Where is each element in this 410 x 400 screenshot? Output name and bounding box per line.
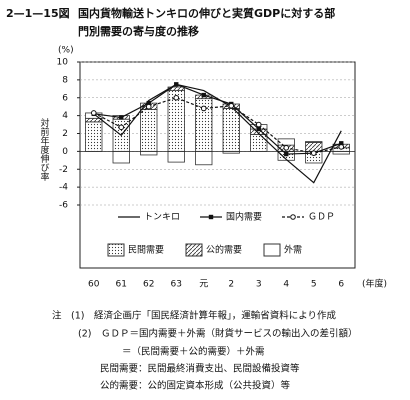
chart-title: 国内貨物輸送トンキロの伸びと実質GDPに対する部 <box>78 6 335 20</box>
x-tick-label: 61 <box>116 280 127 290</box>
legend-label: ＧＤＰ <box>308 213 335 223</box>
marker <box>145 103 152 110</box>
bar-segment <box>140 108 158 152</box>
legend-swatch <box>208 214 214 220</box>
bar-segment <box>112 150 130 164</box>
bar-segment <box>277 138 295 146</box>
note: 注 (1) 経済企画庁「国民経済計算年報」，運輸省資料により作成 <box>52 310 337 322</box>
series-line <box>93 83 342 155</box>
x-tick-label: 3 <box>256 280 262 290</box>
bar-segment <box>305 141 323 143</box>
x-tick-label: 63 <box>171 280 182 290</box>
series-line <box>93 97 342 154</box>
bar-segment <box>250 133 268 152</box>
chart-title: 門別需要の寄与度の推移 <box>78 24 199 38</box>
x-tick-label: 4 <box>283 280 289 290</box>
marker <box>146 100 151 106</box>
bar-segment <box>167 150 185 163</box>
legend-swatch <box>263 243 281 257</box>
y-tick-label: 6 <box>62 93 68 103</box>
marker <box>256 126 261 132</box>
y-tick-label: 0 <box>62 147 68 157</box>
x-tick-label: 6 <box>338 280 344 290</box>
marker <box>119 115 124 120</box>
marker <box>118 124 125 131</box>
legend-swatch <box>290 214 296 220</box>
bar-segment <box>222 108 240 152</box>
y-tick-label: -4 <box>59 183 68 193</box>
legend-swatch <box>185 243 203 257</box>
legend-label: 外需 <box>284 244 302 256</box>
marker <box>284 151 289 157</box>
marker <box>201 92 206 98</box>
marker <box>283 145 290 151</box>
bar-segment <box>85 121 103 152</box>
y-tick-label: 2 <box>62 129 68 139</box>
marker <box>173 94 180 101</box>
bar-segment <box>332 150 350 155</box>
marker <box>228 102 235 109</box>
x-unit: (年度) <box>362 278 387 290</box>
note: (2) ＧＤＰ＝国内需要＋外需（財貨サービスの輸出入の差引額） <box>78 328 357 340</box>
x-tick-label: 62 <box>143 280 154 290</box>
x-tick-label: 2 <box>228 280 234 290</box>
marker <box>90 110 97 116</box>
legend-swatch <box>107 243 125 257</box>
marker <box>200 105 207 112</box>
bar-segment <box>140 150 158 156</box>
marker <box>255 121 262 128</box>
y-unit: (%) <box>58 46 74 56</box>
x-tick-label: 60 <box>88 280 100 290</box>
bar-segment <box>305 142 323 152</box>
series-line <box>93 83 342 184</box>
note: 民間需要：民間最終消費支出、民間設備投資等 <box>100 363 300 375</box>
y-tick-label: 10 <box>57 58 69 68</box>
legend-label: 国内需要 <box>226 211 262 223</box>
x-tick-label: 5 <box>311 280 317 290</box>
plot-frame <box>79 61 356 269</box>
figure-number: 2—1—15図 <box>6 6 70 20</box>
marker <box>339 141 344 146</box>
marker <box>174 82 179 87</box>
y-tick-label: -2 <box>59 165 68 175</box>
y-tick-label: 8 <box>62 75 68 85</box>
legend-label: 民間需要 <box>128 245 164 256</box>
legend-label: トンキロ <box>144 213 180 223</box>
note: 公的需要：公的固定資本形成（公共投資）等 <box>100 380 291 392</box>
y-tick-label: 4 <box>62 111 68 121</box>
x-tick-label: 元 <box>199 280 208 290</box>
y-tick-label: -6 <box>59 201 68 211</box>
note: ＝（民間需要＋公的需要）＋外需 <box>122 346 265 358</box>
y-title: 対前年度伸び率 <box>39 117 50 182</box>
marker <box>338 144 345 150</box>
marker <box>310 150 317 156</box>
legend-label: 公的需要 <box>206 244 242 256</box>
bar-segment <box>195 150 213 166</box>
